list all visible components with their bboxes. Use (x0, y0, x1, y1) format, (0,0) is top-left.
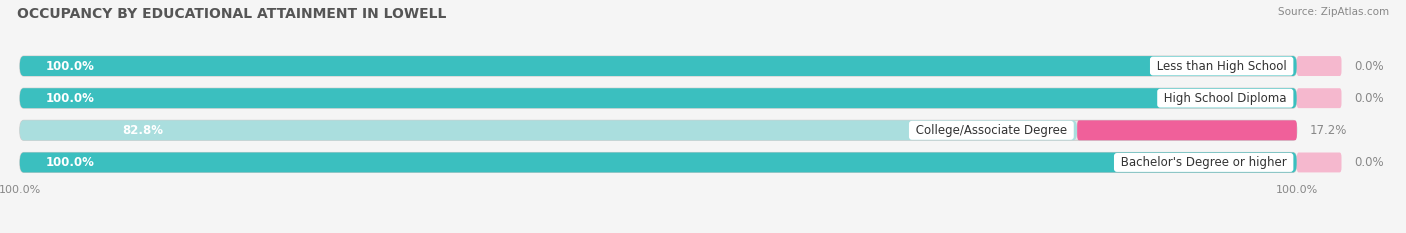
Text: Source: ZipAtlas.com: Source: ZipAtlas.com (1278, 7, 1389, 17)
Text: 100.0%: 100.0% (45, 156, 94, 169)
Text: 100.0%: 100.0% (45, 60, 94, 72)
Text: OCCUPANCY BY EDUCATIONAL ATTAINMENT IN LOWELL: OCCUPANCY BY EDUCATIONAL ATTAINMENT IN L… (17, 7, 446, 21)
FancyBboxPatch shape (1077, 120, 1296, 140)
FancyBboxPatch shape (20, 152, 1296, 172)
FancyBboxPatch shape (20, 88, 1296, 108)
Text: High School Diploma: High School Diploma (1160, 92, 1291, 105)
Text: College/Associate Degree: College/Associate Degree (912, 124, 1071, 137)
Text: 0.0%: 0.0% (1354, 60, 1384, 72)
FancyBboxPatch shape (20, 152, 1296, 172)
FancyBboxPatch shape (20, 120, 1296, 140)
Text: 82.8%: 82.8% (122, 124, 163, 137)
Text: 17.2%: 17.2% (1309, 124, 1347, 137)
Text: 0.0%: 0.0% (1354, 92, 1384, 105)
Text: 100.0%: 100.0% (45, 92, 94, 105)
FancyBboxPatch shape (1296, 152, 1341, 172)
FancyBboxPatch shape (20, 56, 1296, 76)
FancyBboxPatch shape (20, 120, 1077, 140)
Text: Bachelor's Degree or higher: Bachelor's Degree or higher (1116, 156, 1291, 169)
FancyBboxPatch shape (20, 88, 1296, 108)
FancyBboxPatch shape (20, 56, 1296, 76)
FancyBboxPatch shape (1296, 88, 1341, 108)
Text: 0.0%: 0.0% (1354, 156, 1384, 169)
FancyBboxPatch shape (1296, 56, 1341, 76)
Text: Less than High School: Less than High School (1153, 60, 1291, 72)
